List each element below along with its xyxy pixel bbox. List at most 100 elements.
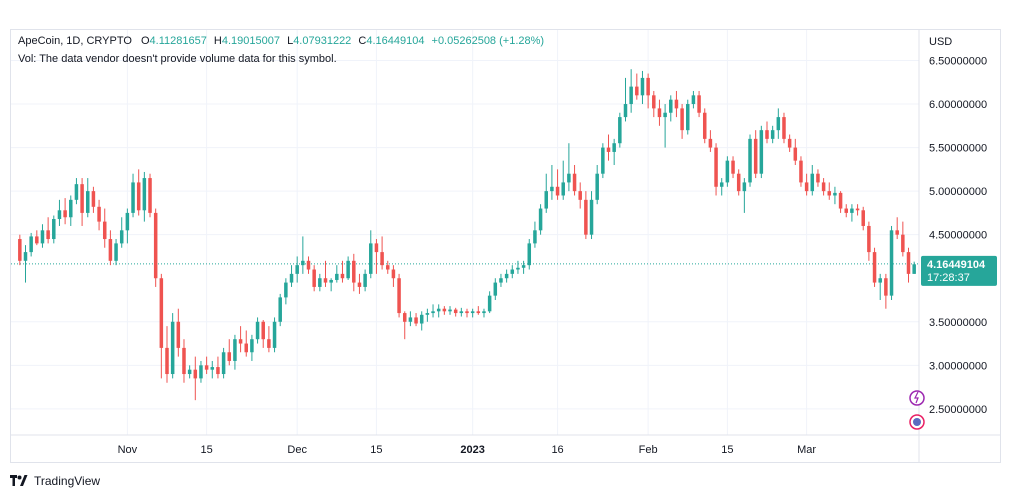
candle-body[interactable]: [521, 265, 526, 268]
symbol-title[interactable]: ApeCoin, 1D, CRYPTO: [18, 35, 132, 47]
candle-body[interactable]: [136, 182, 141, 211]
candle-body[interactable]: [340, 273, 345, 279]
candle-body[interactable]: [793, 147, 798, 161]
candle-body[interactable]: [114, 243, 118, 261]
candle-body[interactable]: [419, 314, 424, 324]
candle-body[interactable]: [369, 243, 373, 274]
candle-body[interactable]: [844, 208, 848, 213]
candle-body[interactable]: [680, 108, 684, 131]
candle-body[interactable]: [770, 130, 775, 139]
candlestick-chart[interactable]: USD 6.50000000 6.00000000 5.50000000 5.00000…: [11, 30, 1000, 462]
candle-body[interactable]: [431, 311, 435, 314]
candle-body[interactable]: [787, 138, 792, 148]
candle-body[interactable]: [550, 186, 554, 192]
candle-body[interactable]: [776, 117, 781, 131]
candle-body[interactable]: [657, 108, 662, 118]
candle-body[interactable]: [233, 339, 237, 361]
candle-body[interactable]: [244, 343, 248, 353]
candle-body[interactable]: [748, 138, 752, 183]
candle-body[interactable]: [652, 95, 656, 109]
candle-body[interactable]: [335, 273, 339, 280]
candle-body[interactable]: [895, 230, 899, 235]
candle-body[interactable]: [867, 225, 871, 253]
candle-body[interactable]: [759, 130, 764, 174]
candle-body[interactable]: [855, 208, 860, 211]
candle-body[interactable]: [363, 273, 367, 287]
candle-body[interactable]: [278, 297, 282, 322]
candle-body[interactable]: [284, 282, 288, 298]
candle-body[interactable]: [397, 278, 401, 314]
candle-body[interactable]: [448, 309, 452, 312]
candle-body[interactable]: [493, 282, 498, 296]
candle-body[interactable]: [210, 367, 215, 370]
candle-body[interactable]: [80, 184, 84, 213]
candle-body[interactable]: [612, 143, 616, 152]
candle-body[interactable]: [810, 173, 815, 192]
candle-body[interactable]: [255, 321, 260, 340]
candle-body[interactable]: [40, 230, 45, 244]
candle-body[interactable]: [821, 182, 826, 192]
candle-body[interactable]: [872, 252, 877, 283]
candle-body[interactable]: [131, 182, 135, 213]
candle-body[interactable]: [912, 264, 916, 274]
candle-body[interactable]: [170, 321, 175, 375]
candle-body[interactable]: [578, 191, 582, 200]
candle-body[interactable]: [142, 178, 147, 211]
candle-body[interactable]: [567, 173, 571, 183]
candle-body[interactable]: [63, 210, 67, 218]
candle-body[interactable]: [29, 236, 33, 253]
candle-body[interactable]: [589, 199, 594, 235]
candle-body[interactable]: [204, 365, 209, 370]
candle-body[interactable]: [725, 160, 730, 183]
candle-body[interactable]: [584, 199, 588, 235]
candle-body[interactable]: [697, 95, 701, 113]
candle-body[interactable]: [516, 267, 520, 270]
candle-body[interactable]: [306, 260, 311, 270]
tradingview-logo-icon[interactable]: [10, 475, 28, 487]
candle-body[interactable]: [827, 191, 832, 196]
candle-body[interactable]: [487, 295, 492, 312]
candle-body[interactable]: [267, 339, 271, 348]
candle-body[interactable]: [538, 208, 543, 231]
candle-body[interactable]: [861, 210, 865, 226]
candle-body[interactable]: [482, 311, 486, 314]
candle-body[interactable]: [804, 182, 809, 192]
candle-body[interactable]: [476, 311, 481, 314]
candle-body[interactable]: [465, 311, 469, 314]
candle-body[interactable]: [742, 182, 747, 192]
candle-body[interactable]: [250, 339, 254, 353]
candle-body[interactable]: [889, 230, 894, 296]
candle-body[interactable]: [176, 321, 181, 348]
candle-body[interactable]: [691, 95, 696, 105]
candle-body[interactable]: [159, 278, 164, 348]
candle-body[interactable]: [408, 317, 413, 322]
candle-body[interactable]: [46, 230, 50, 240]
candle-body[interactable]: [272, 321, 277, 348]
candle-body[interactable]: [544, 191, 548, 209]
candle-body[interactable]: [555, 186, 560, 196]
candle-body[interactable]: [782, 117, 786, 139]
candle-body[interactable]: [499, 278, 503, 283]
candle-body[interactable]: [436, 308, 441, 312]
candle-body[interactable]: [425, 313, 430, 315]
candle-body[interactable]: [74, 184, 79, 200]
candle-body[interactable]: [346, 260, 350, 279]
candle-body[interactable]: [736, 173, 741, 192]
candle-body[interactable]: [459, 311, 464, 314]
candle-body[interactable]: [635, 86, 639, 96]
candle-body[interactable]: [906, 252, 911, 274]
candle-body[interactable]: [646, 77, 650, 96]
candle-body[interactable]: [504, 273, 509, 279]
candle-body[interactable]: [69, 199, 73, 218]
candle-body[interactable]: [884, 278, 888, 296]
candle-body[interactable]: [731, 160, 735, 174]
chart-pane[interactable]: USD 6.50000000 6.00000000 5.50000000 5.00000…: [10, 29, 1001, 463]
candle-body[interactable]: [301, 260, 305, 266]
candle-body[interactable]: [238, 339, 243, 344]
candle-body[interactable]: [386, 265, 390, 270]
candle-body[interactable]: [838, 192, 843, 209]
candle-body[interactable]: [669, 99, 673, 113]
candle-body[interactable]: [765, 130, 769, 139]
candle-body[interactable]: [561, 182, 565, 196]
candle-body[interactable]: [601, 147, 605, 174]
